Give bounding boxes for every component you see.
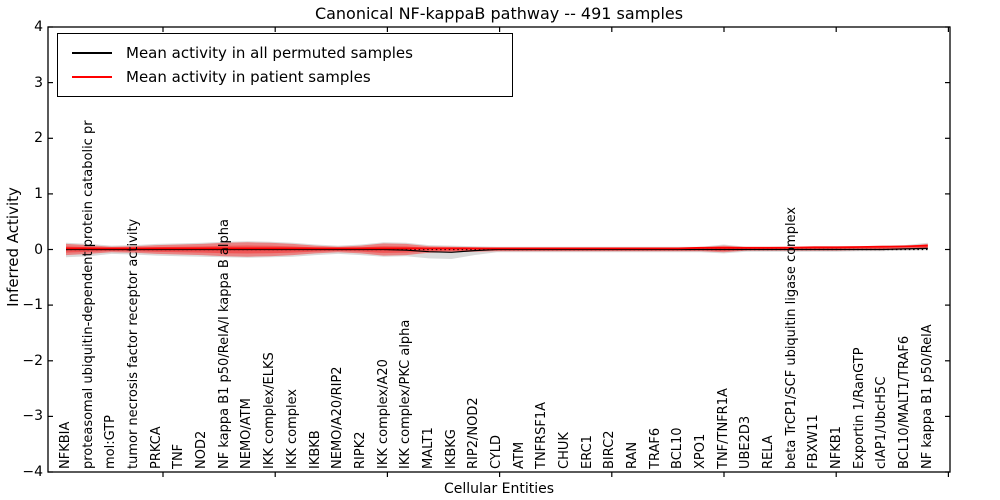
x-tick-label: TNFRSF1A [534,401,550,469]
x-axis-label: Cellular Entities [443,481,555,497]
x-tick-label: IKBKB [307,430,323,469]
y-tick-label: −1 [22,297,43,314]
x-tick-label: IKK complex/PKC alpha [398,319,414,469]
legend-label-patient: Mean activity in patient samples [126,68,371,86]
x-tick-label: RIP2/NOD2 [466,397,482,469]
x-tick-label: BCL10 [670,427,686,469]
x-tick-label: TNF/TNFR1A [715,388,731,469]
x-tick-label: tumor necrosis factor receptor activity [126,218,141,469]
x-tick-label: TNF [171,443,187,469]
x-tick-label: BIRC2 [602,430,618,470]
y-tick-label: 1 [34,185,43,202]
x-tick-label: PRKCA [148,426,164,469]
legend: Mean activity in all permuted samples Me… [57,33,513,97]
legend-line-permuted [72,52,112,54]
legend-row: Mean activity in patient samples [58,68,512,86]
x-tick-label: mol:GTP [103,415,119,469]
x-tick-label: RIPK2 [352,431,368,469]
y-tick-label: 4 [34,19,43,35]
legend-label-permuted: Mean activity in all permuted samples [126,44,413,62]
y-tick-label: −4 [22,464,43,480]
x-tick-label: NOD2 [194,430,210,469]
x-tick-label: BCL10/MALT1/TRAF6 [897,335,913,469]
x-tick-label: NF kappa B1 p50/RelA/I kappa B alpha [216,219,232,469]
x-tick-label: IKBKG [443,429,459,469]
chart-title: Canonical NF-kappaB pathway -- 491 sampl… [314,4,684,23]
x-tick-label: IKK complex/A20 [375,359,391,469]
x-tick-label: CYLD [488,434,504,469]
x-tick-label: proteasomal ubiquitin-dependent protein … [80,120,96,469]
x-tick-label: UBE2D3 [738,415,754,469]
y-tick-label: 2 [34,130,43,147]
patient-mean-line [66,244,928,250]
x-tick-label: XPO1 [693,433,708,469]
x-tick-label: ERC1 [579,435,595,469]
x-tick-label: cIAP1/UbcH5C [874,376,890,469]
legend-row: Mean activity in all permuted samples [58,44,512,62]
x-tick-label: NF kappa B1 p50/RelA [919,324,935,469]
x-tick-label: NEMO/A20/RIP2 [330,366,346,469]
y-tick-label: 0 [34,241,43,258]
x-tick-label: NEMO/ATM [239,398,255,469]
x-tick-label: NFKBIA [58,421,73,469]
x-tick-label: ATM [511,441,527,469]
x-tick-label: beta TrCP1/SCF ubiquitin ligase complex [783,206,799,469]
x-tick-label: CHUK [556,432,572,469]
x-tick-label: NFKB1 [829,426,845,469]
y-tick-label: 3 [34,74,43,91]
x-tick-label: MALT1 [420,427,436,469]
x-tick-label: FBXW11 [806,414,822,469]
x-tick-label: RELA [761,435,776,469]
x-tick-label: IKK complex/ELKS [262,352,278,469]
x-tick-label: IKK complex [284,388,300,469]
x-tick-label: TRAF6 [647,427,663,469]
y-tick-label: −3 [22,408,43,425]
x-tick-label: RAN [625,441,640,469]
legend-line-patient [72,76,112,78]
y-tick-label: −2 [22,352,43,369]
x-tick-label: Exportin 1/RanGTP [851,347,867,469]
